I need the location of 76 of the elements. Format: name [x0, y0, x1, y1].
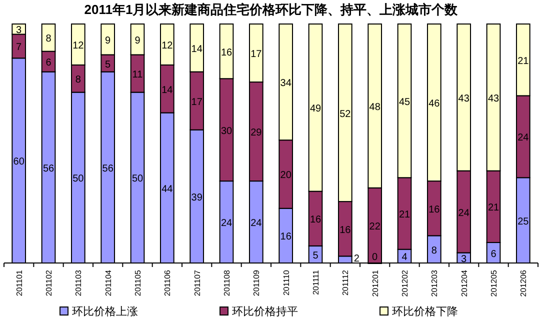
- legend-label: 环比价格上涨: [72, 305, 138, 318]
- data-label: 16: [310, 214, 322, 226]
- data-label: 52: [340, 108, 352, 120]
- x-tick-label: 201101: [14, 269, 24, 296]
- x-tick-label: 201109: [252, 269, 262, 296]
- x-tick-label: 201201: [370, 269, 380, 297]
- data-label: 16: [220, 47, 232, 58]
- data-label: 56: [102, 163, 114, 174]
- data-label: 4: [402, 252, 408, 264]
- data-label: 44: [162, 184, 174, 195]
- data-label: 43: [488, 93, 500, 104]
- data-label: 50: [72, 174, 84, 185]
- x-tick-label: 201205: [490, 269, 498, 297]
- data-label: 45: [398, 96, 410, 108]
- x-tick-label: 201203: [430, 269, 440, 297]
- x-tick-label: 201202: [400, 269, 410, 297]
- x-tick-label: 201104: [104, 269, 113, 296]
- data-label: 5: [105, 59, 112, 70]
- data-label: 14: [162, 84, 174, 96]
- data-label: 16: [280, 232, 292, 243]
- data-label: 17: [191, 96, 203, 108]
- data-label: 2: [354, 254, 360, 265]
- data-label: 7: [16, 42, 22, 54]
- data-label: 39: [191, 192, 203, 204]
- data-label: 24: [220, 218, 232, 230]
- data-label: 46: [428, 98, 440, 110]
- chart-title: 2011年1月以来新建商品住宅价格环比下降、持平、上涨城市个数: [84, 2, 459, 17]
- data-label: 9: [105, 35, 112, 46]
- data-label: 8: [431, 245, 438, 256]
- data-label: 48: [369, 102, 381, 113]
- data-label: 12: [162, 40, 174, 52]
- data-label: 34: [280, 78, 292, 90]
- data-label: 21: [518, 56, 530, 67]
- data-label: 29: [250, 128, 262, 139]
- data-label: 24: [250, 218, 262, 230]
- data-label: 25: [518, 216, 530, 228]
- data-label: 24: [458, 208, 470, 219]
- data-label: 17: [250, 49, 262, 60]
- data-label: 12: [72, 40, 84, 52]
- x-tick-label: 201105: [134, 269, 142, 296]
- data-label: 3: [461, 254, 468, 265]
- x-tick-label: 201112: [341, 269, 350, 296]
- data-label: 50: [132, 174, 144, 185]
- x-tick-label: 201106: [163, 269, 172, 296]
- legend-label: 环比价格持平: [232, 305, 298, 318]
- data-label: 3: [16, 25, 22, 36]
- data-label: 8: [75, 74, 82, 86]
- data-label: 6: [46, 58, 52, 69]
- data-label: 21: [398, 209, 410, 220]
- data-label: 5: [312, 250, 319, 262]
- data-label: 6: [490, 248, 497, 260]
- data-label: 11: [132, 70, 144, 81]
- x-tick-label: 201111: [312, 269, 320, 295]
- data-label: 49: [310, 104, 322, 115]
- x-tick-label: 201110: [282, 269, 291, 296]
- data-label: 43: [458, 93, 470, 104]
- legend-label: 环比价格下降: [392, 305, 458, 318]
- x-tick-label: 201108: [222, 269, 232, 296]
- data-label: 20: [280, 170, 292, 182]
- data-label: 14: [191, 44, 203, 55]
- x-tick-label: 201102: [44, 269, 54, 296]
- x-tick-label: 201107: [192, 269, 202, 296]
- x-tick-label: 201204: [460, 269, 469, 297]
- data-label: 24: [518, 132, 530, 144]
- data-label: 0: [372, 252, 378, 263]
- data-label: 56: [42, 163, 54, 174]
- x-tick-label: 201206: [519, 269, 528, 297]
- data-label: 60: [13, 156, 25, 168]
- data-label: 16: [340, 224, 352, 236]
- data-label: 30: [220, 126, 232, 137]
- data-label: 21: [488, 202, 500, 214]
- data-label: 9: [134, 35, 141, 46]
- data-label: 16: [428, 204, 440, 216]
- x-tick-label: 201103: [74, 269, 84, 296]
- data-label: 22: [369, 221, 381, 232]
- data-label: 8: [46, 34, 52, 45]
